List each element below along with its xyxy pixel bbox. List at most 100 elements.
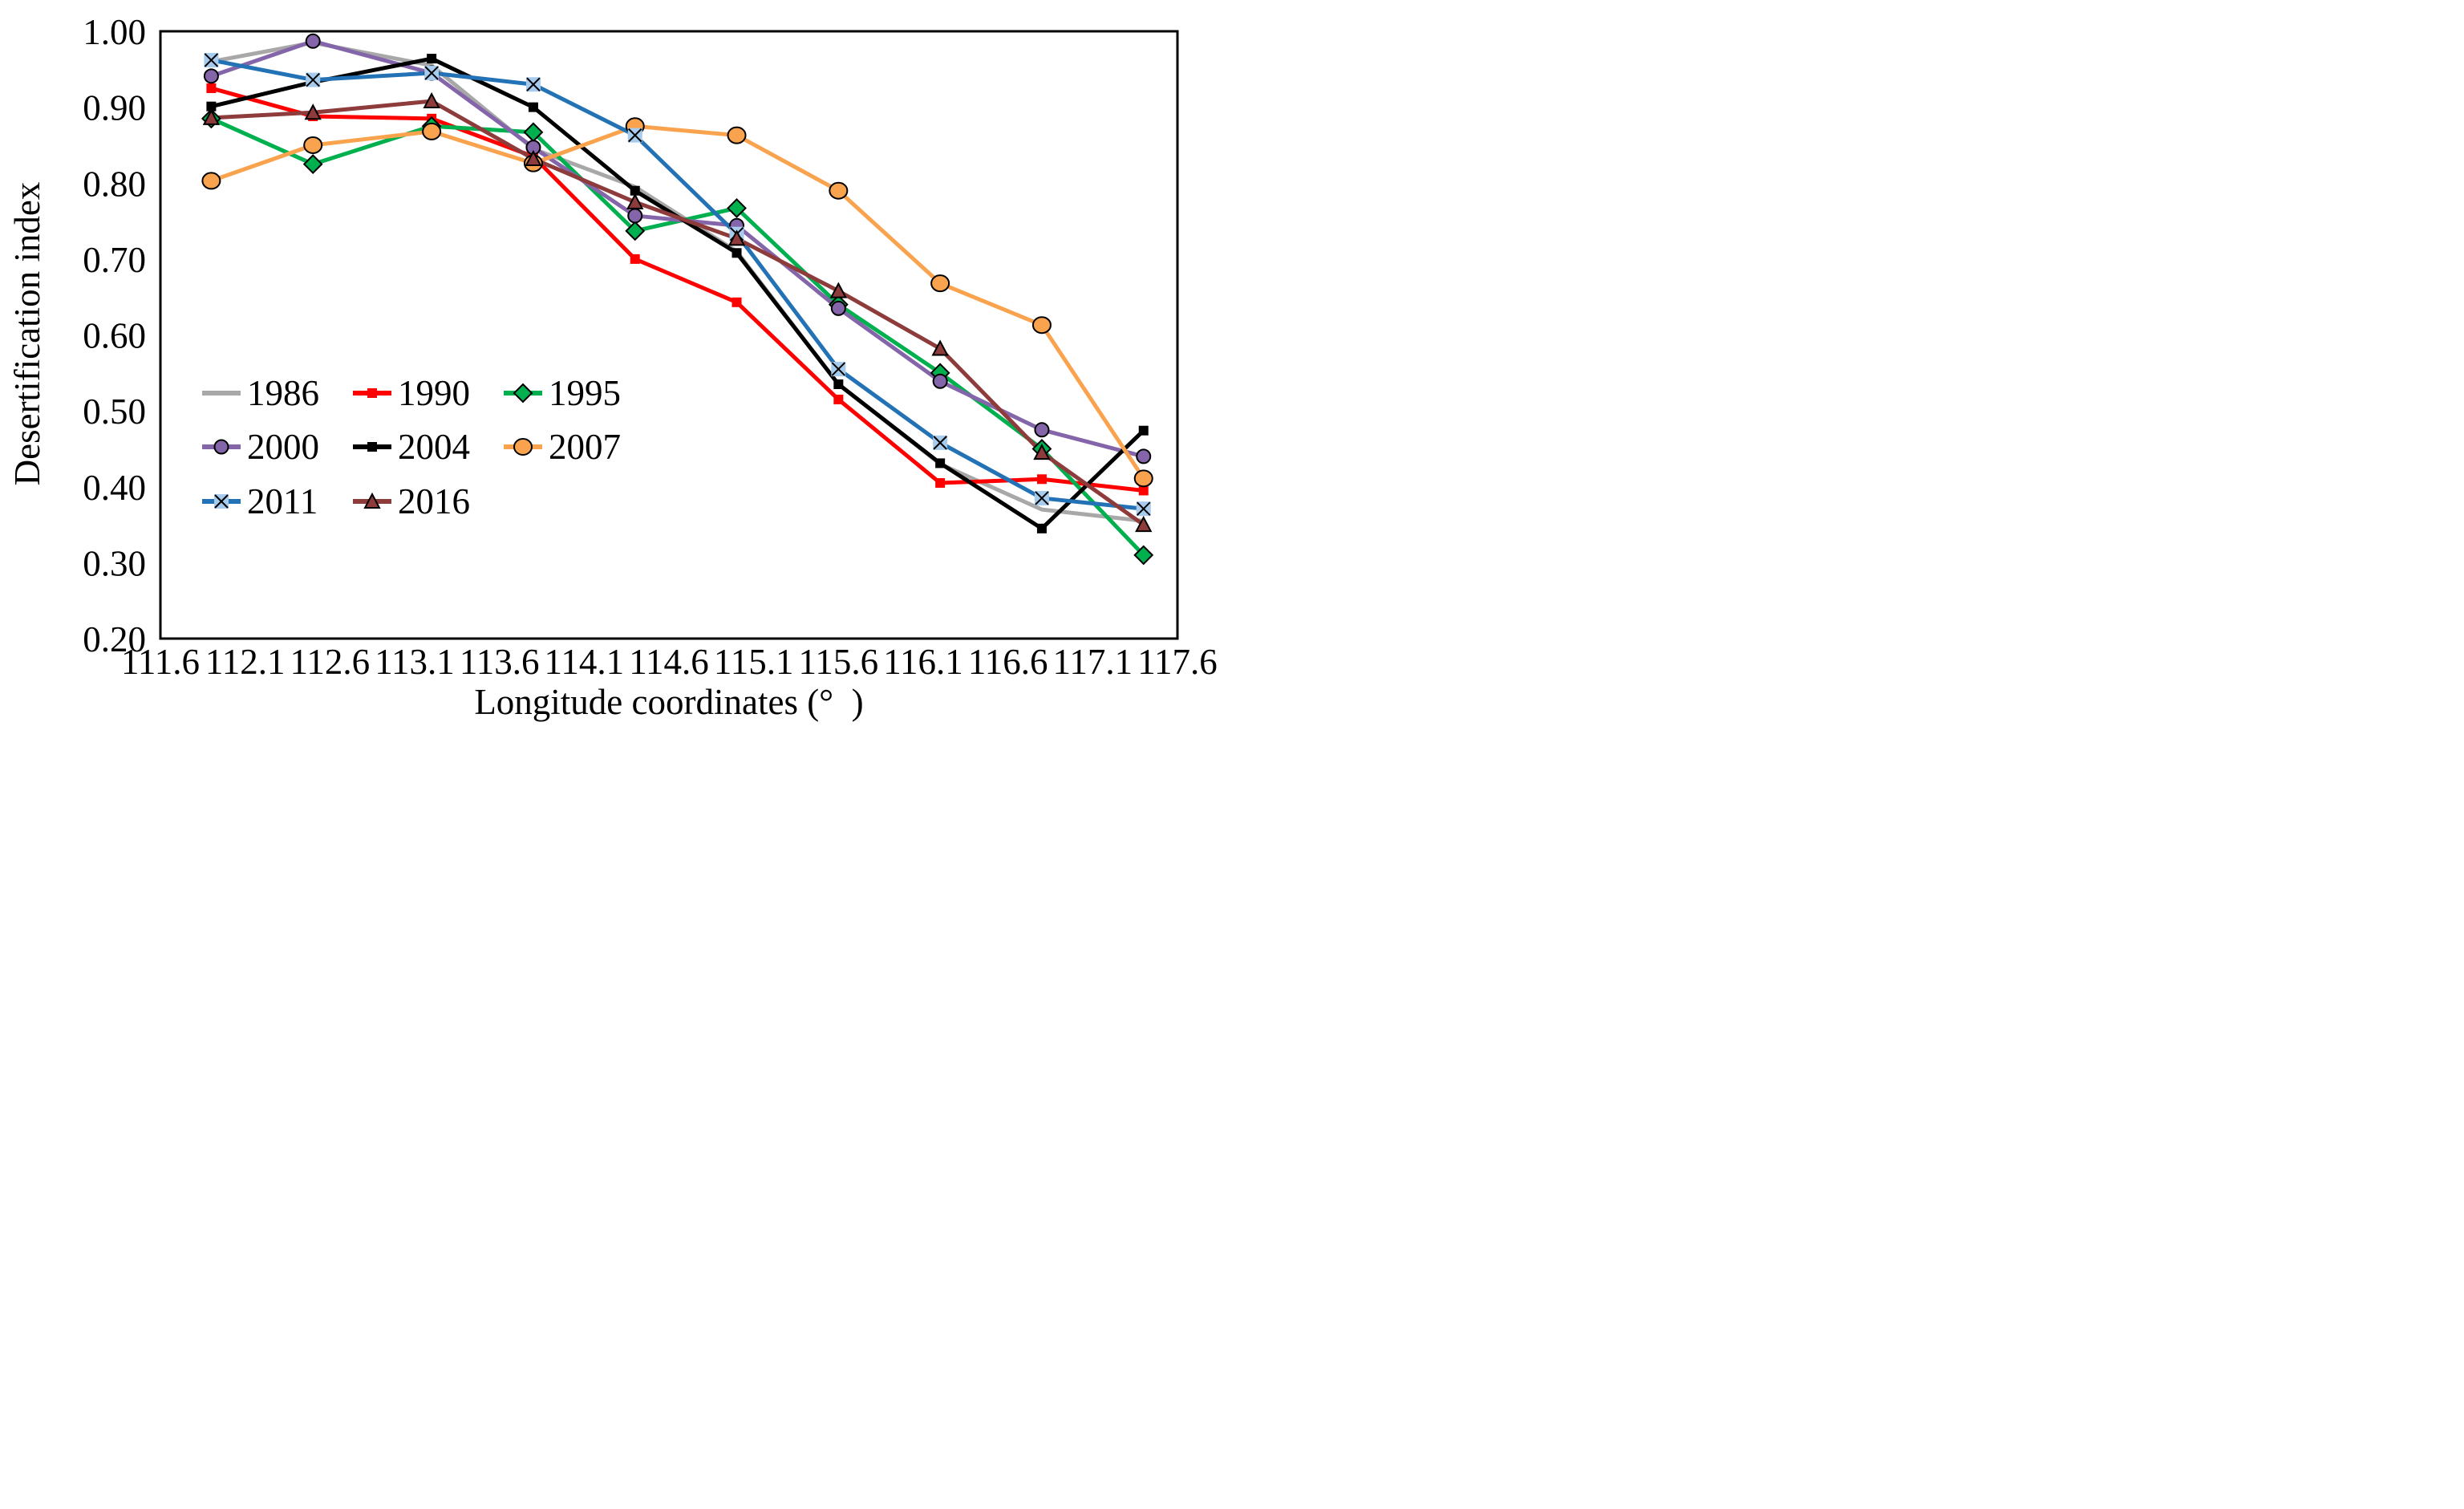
- 2007-marker: [829, 181, 849, 200]
- x-tick-label: 116.1: [883, 642, 963, 682]
- y-axis-tick-labels: 0.20 0.30 0.40 0.50 0.60 0.70 0.80 0.90 1.00: [83, 12, 146, 659]
- 2000-marker: [627, 208, 643, 224]
- 1995-marker: [1133, 545, 1154, 566]
- 1990-marker: [1036, 474, 1047, 485]
- 2000-marker: [830, 300, 846, 316]
- x-tick-label: 113.6: [460, 642, 540, 682]
- 2004-marker: [935, 458, 946, 469]
- y-tick-label: 0.20: [83, 619, 146, 659]
- plot-area: [159, 30, 1179, 640]
- x-tick-label: 116.6: [968, 642, 1048, 682]
- 2004-marker: [630, 185, 640, 196]
- legend-item-2016: 2016: [353, 481, 470, 521]
- y-tick-label: 0.60: [83, 316, 146, 356]
- legend-label: 2000: [247, 427, 319, 467]
- x-axis-title: Longitude coordinates (° ): [474, 682, 863, 722]
- legend-label: 2011: [247, 481, 318, 521]
- legend-item-2011: 2011: [202, 481, 318, 521]
- series-2007-line: [210, 124, 1145, 480]
- line-chart-canvas: 0.20 0.30 0.40 0.50 0.60 0.70 0.80 0.90 1.00 111…: [0, 0, 1232, 755]
- 2007-marker: [930, 274, 950, 293]
- 2007-marker: [1133, 469, 1153, 488]
- x-tick-label: 112.6: [290, 642, 371, 682]
- 2016-marker: [1135, 515, 1153, 533]
- chart: 0.20 0.30 0.40 0.50 0.60 0.70 0.80 0.90 1.00 111…: [0, 0, 1232, 755]
- 2007-marker: [1031, 316, 1052, 335]
- 2011-marker: [1136, 501, 1151, 517]
- 2000-marker: [203, 68, 219, 84]
- series-lines: [210, 39, 1145, 557]
- 1990-marker: [935, 478, 946, 489]
- 2000-marker: [1136, 448, 1152, 464]
- x-tick-label: 112.1: [205, 642, 286, 682]
- y-tick-label: 0.70: [83, 240, 146, 280]
- legend-item-1990: 1990: [353, 373, 470, 413]
- legend-2000-marker: [213, 439, 229, 455]
- 2011-marker: [204, 52, 219, 67]
- x-tick-label: 114.6: [629, 642, 709, 682]
- x-tick-label: 111.6: [121, 642, 200, 682]
- legend-2007-marker: [513, 438, 533, 456]
- 2016-marker: [304, 103, 322, 120]
- x-tick-label: 115.1: [714, 642, 794, 682]
- 2016-marker: [931, 339, 949, 356]
- legend-label: 1986: [247, 373, 319, 413]
- legend-item-2007: 2007: [504, 427, 621, 467]
- 2016-marker: [525, 149, 542, 166]
- 2000-marker: [932, 373, 948, 389]
- series-1990-line: [210, 86, 1145, 493]
- legend-item-2004: 2004: [353, 427, 470, 467]
- legend-2016-marker: [363, 492, 381, 509]
- legend-item-1995: 1995: [504, 373, 621, 413]
- legend-1990-marker: [367, 388, 377, 398]
- y-axis-title: Desertification index: [7, 182, 47, 486]
- legend-1995-marker: [513, 383, 533, 404]
- 2004-marker: [833, 379, 844, 390]
- legend-item-1986: 1986: [202, 373, 319, 413]
- 1990-marker: [1138, 485, 1149, 496]
- x-tick-label: 114.1: [545, 642, 625, 682]
- legend-label: 1990: [398, 373, 470, 413]
- 2011-marker: [424, 66, 440, 81]
- 2011-marker: [933, 435, 948, 450]
- legend-2004-marker: [367, 442, 377, 452]
- y-tick-label: 0.90: [83, 88, 146, 128]
- y-tick-label: 0.50: [83, 391, 146, 432]
- 2011-marker: [1034, 490, 1049, 505]
- 1990-marker: [206, 83, 217, 93]
- 1995-marker: [727, 198, 747, 218]
- 2007-marker: [201, 172, 221, 190]
- 1990-marker: [630, 254, 640, 264]
- 2000-marker: [1034, 422, 1050, 438]
- legend-item-2000: 2000: [202, 427, 319, 467]
- 2007-marker: [303, 136, 323, 154]
- 2016-marker: [1033, 444, 1051, 460]
- series-2011-markers: [204, 52, 1151, 517]
- 1995-marker: [625, 221, 646, 241]
- 2011-marker: [306, 72, 321, 87]
- 2016-marker: [423, 91, 440, 109]
- 2004-marker: [1036, 523, 1047, 533]
- series-markers: [201, 33, 1154, 566]
- x-axis-tick-labels: 111.6 112.1 112.6 113.1 113.6 114.1 114.6 115.1…: [121, 642, 1218, 682]
- 1995-marker: [302, 154, 323, 175]
- legend-label: 2004: [398, 427, 470, 467]
- legend: 1986 1990 1995 2000 2004 2007 2011 2016: [202, 373, 621, 521]
- y-tick-label: 1.00: [83, 12, 146, 52]
- x-tick-label: 115.6: [799, 642, 879, 682]
- legend-label: 2016: [398, 481, 470, 521]
- 2004-marker: [206, 101, 217, 112]
- 2004-marker: [528, 102, 538, 112]
- series-2011-line: [210, 58, 1144, 511]
- legend-2011-marker: [214, 494, 229, 509]
- x-tick-label: 117.6: [1137, 642, 1218, 682]
- 2016-marker: [727, 229, 746, 246]
- 2004-marker: [427, 54, 437, 64]
- x-tick-label: 117.1: [1053, 642, 1133, 682]
- y-tick-label: 0.80: [83, 164, 146, 204]
- 2007-marker: [727, 126, 747, 144]
- 1990-marker: [732, 297, 742, 307]
- 2011-marker: [831, 362, 846, 377]
- y-tick-label: 0.40: [83, 468, 146, 508]
- 1990-marker: [833, 394, 844, 404]
